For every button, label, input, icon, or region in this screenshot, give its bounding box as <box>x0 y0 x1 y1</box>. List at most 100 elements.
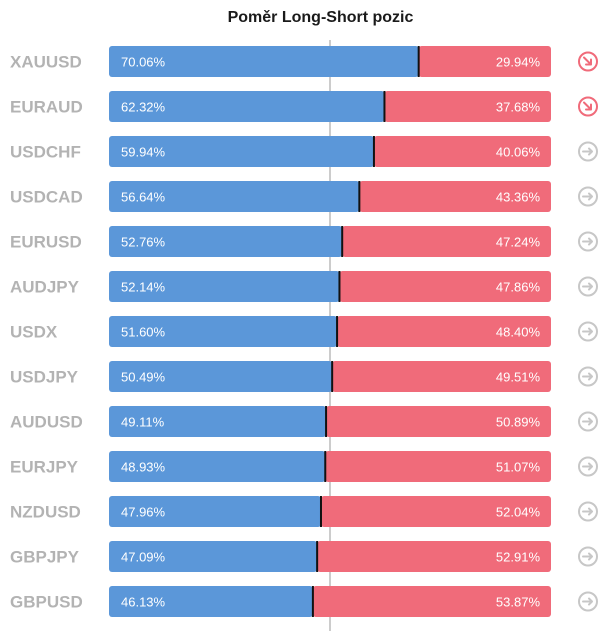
short-bar <box>317 541 551 572</box>
short-value-label: 53.87% <box>496 595 541 610</box>
short-value-label: 40.06% <box>496 145 541 160</box>
symbol-label: EURAUD <box>10 98 83 117</box>
symbol-label: NZDUSD <box>10 503 81 522</box>
icon-ring <box>578 456 598 477</box>
ratio-divider <box>311 586 314 617</box>
ratio-divider <box>417 46 420 77</box>
arrow-right-icon[interactable] <box>578 321 598 342</box>
short-value-label: 37.68% <box>496 100 541 115</box>
short-value-label: 50.89% <box>496 415 541 430</box>
symbol-label: EURJPY <box>10 458 79 477</box>
arrow-right-icon[interactable] <box>578 141 598 162</box>
icon-arrow <box>582 147 593 156</box>
chart-title: Poměr Long-Short pozic <box>227 9 414 26</box>
ratio-divider <box>319 496 322 527</box>
icon-arrow <box>582 552 593 561</box>
symbol-label: USDX <box>10 323 58 342</box>
icon-arrow <box>582 372 593 381</box>
short-value-label: 52.91% <box>496 550 541 565</box>
arrow-right-icon[interactable] <box>578 546 598 567</box>
long-bar <box>109 91 385 122</box>
arrow-right-icon[interactable] <box>578 501 598 522</box>
icon-ring <box>578 546 598 567</box>
icon-ring <box>578 411 598 432</box>
long-value-label: 70.06% <box>121 55 166 70</box>
long-bar <box>109 496 321 527</box>
short-value-label: 48.40% <box>496 325 541 340</box>
icon-arrow <box>582 507 593 516</box>
icon-ring <box>578 276 598 297</box>
icon-ring <box>578 186 598 207</box>
symbol-label: AUDJPY <box>10 278 80 297</box>
short-bar <box>373 136 551 167</box>
symbol-label: GBPJPY <box>10 548 80 567</box>
short-value-label: 47.86% <box>496 280 541 295</box>
ratio-divider <box>341 226 344 257</box>
long-value-label: 51.60% <box>121 325 166 340</box>
icon-ring <box>578 321 598 342</box>
long-value-label: 47.09% <box>121 550 166 565</box>
long-bar <box>109 226 343 257</box>
arrow-right-icon[interactable] <box>578 276 598 297</box>
long-value-label: 52.76% <box>121 235 166 250</box>
long-value-label: 50.49% <box>121 370 166 385</box>
ratio-divider <box>358 181 361 212</box>
short-value-label: 49.51% <box>496 370 541 385</box>
long-value-label: 48.93% <box>121 460 166 475</box>
arrow-down-right-icon[interactable] <box>578 51 598 72</box>
long-value-label: 59.94% <box>121 145 166 160</box>
ratio-divider <box>372 136 375 167</box>
short-value-label: 52.04% <box>496 505 541 520</box>
symbol-label: EURUSD <box>10 233 82 252</box>
arrow-right-icon[interactable] <box>578 186 598 207</box>
long-bar <box>109 586 313 617</box>
short-bar <box>326 406 551 437</box>
symbol-label: GBPUSD <box>10 593 83 612</box>
short-value-label: 29.94% <box>496 55 541 70</box>
short-value-label: 43.36% <box>496 190 541 205</box>
icon-arrow <box>583 56 592 66</box>
ratio-divider <box>336 316 339 347</box>
ratio-divider <box>324 451 327 482</box>
symbol-label: XAUUSD <box>10 53 82 72</box>
arrow-right-icon[interactable] <box>578 411 598 432</box>
short-bar <box>384 91 551 122</box>
long-value-label: 47.96% <box>121 505 166 520</box>
long-bar <box>109 451 326 482</box>
long-bar <box>109 361 333 392</box>
short-bar <box>332 361 551 392</box>
long-bar <box>109 181 360 212</box>
symbol-label: USDJPY <box>10 368 79 387</box>
long-bar <box>109 46 419 77</box>
long-bar <box>109 406 327 437</box>
short-bar <box>339 271 551 302</box>
long-bar <box>109 271 340 302</box>
icon-arrow <box>582 327 593 336</box>
arrow-right-icon[interactable] <box>578 456 598 477</box>
long-value-label: 49.11% <box>121 415 165 430</box>
icon-ring <box>578 366 598 387</box>
icon-ring <box>578 51 598 72</box>
ratio-divider <box>338 271 341 302</box>
arrow-right-icon[interactable] <box>578 366 598 387</box>
long-bar <box>109 136 374 167</box>
icon-arrow <box>582 597 593 606</box>
icon-arrow <box>583 101 592 111</box>
arrow-down-right-icon[interactable] <box>578 96 598 117</box>
short-value-label: 47.24% <box>496 235 541 250</box>
short-bar <box>342 226 551 257</box>
icon-ring <box>578 96 598 117</box>
icon-arrow <box>582 462 593 471</box>
icon-arrow <box>582 237 593 246</box>
long-value-label: 52.14% <box>121 280 166 295</box>
arrow-right-icon[interactable] <box>578 231 598 252</box>
short-bar <box>418 46 551 77</box>
icon-arrow <box>582 192 593 201</box>
short-value-label: 51.07% <box>496 460 541 475</box>
arrow-right-icon[interactable] <box>578 591 598 612</box>
ratio-divider <box>331 361 334 392</box>
short-bar <box>320 496 551 527</box>
long-value-label: 56.64% <box>121 190 166 205</box>
long-bar <box>109 316 338 347</box>
